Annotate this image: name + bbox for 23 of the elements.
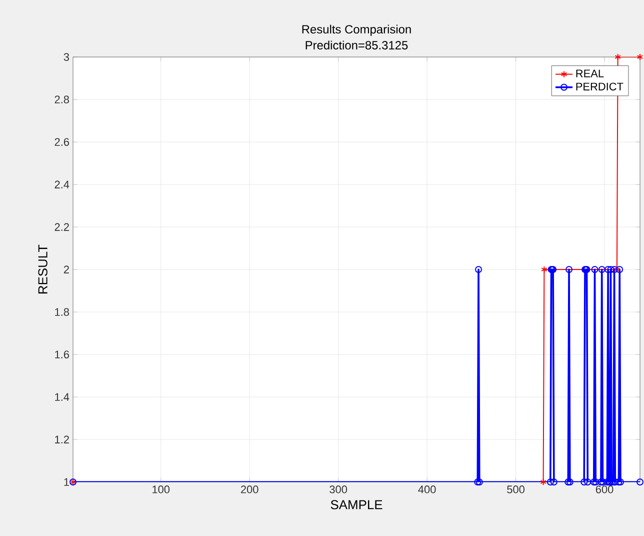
x-tick-label: 500 <box>507 486 524 494</box>
y-tick-label: 2.6 <box>54 138 69 146</box>
x-tick-label: 400 <box>418 486 436 494</box>
y-axis-title: RESULT <box>38 244 48 294</box>
chart-subtitle: Prediction=85.3125 <box>306 40 408 50</box>
y-tick-label: 1.6 <box>55 350 69 358</box>
x-tick-label: 600 <box>596 486 614 494</box>
x-tick-label: 100 <box>152 486 170 494</box>
y-tick-label: 2.8 <box>54 96 69 104</box>
y-tick-label: 1 <box>64 478 69 486</box>
legend-label: PERDICT <box>576 82 624 90</box>
y-tick-label: 2.4 <box>54 180 70 188</box>
y-tick-label: 2 <box>64 266 69 274</box>
y-tick-label: 3 <box>64 53 69 61</box>
x-tick-label: 200 <box>240 486 258 494</box>
legend-label: REAL <box>576 70 604 78</box>
y-tick-label: 1.4 <box>55 393 70 401</box>
y-tick-label: 1.8 <box>55 308 69 316</box>
chart-title: Results Comparision <box>302 24 411 36</box>
y-tick-label: 2.2 <box>54 223 69 231</box>
x-tick-label: 300 <box>330 486 348 494</box>
y-tick-label: 1.2 <box>55 436 69 444</box>
x-axis-title: SAMPLE <box>330 500 382 510</box>
